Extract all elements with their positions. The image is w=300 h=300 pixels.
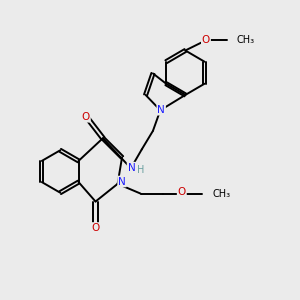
Text: O: O [202,34,210,45]
Text: N: N [118,176,126,187]
Text: N: N [128,163,135,173]
Text: N: N [157,105,165,115]
Text: CH₃: CH₃ [237,34,255,45]
Text: O: O [92,223,100,233]
Text: O: O [82,112,90,122]
Text: O: O [178,187,186,197]
Text: CH₃: CH₃ [213,189,231,199]
Text: H: H [137,165,145,175]
